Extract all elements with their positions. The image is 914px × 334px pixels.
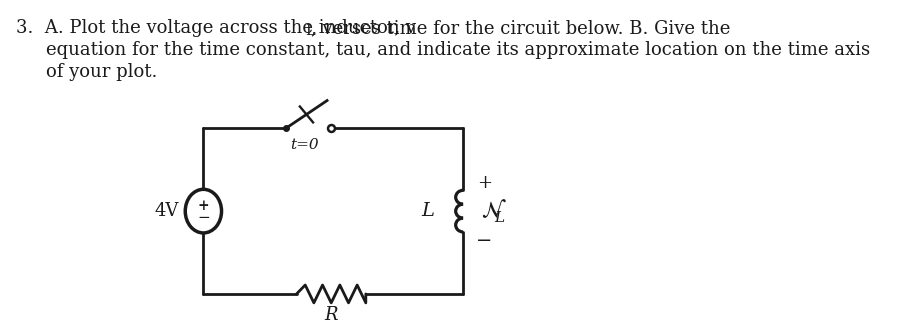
Text: −: −: [476, 232, 493, 250]
Text: +: +: [197, 199, 209, 213]
Text: , verses time for the circuit below. B. Give the: , verses time for the circuit below. B. …: [311, 19, 730, 37]
Text: $\mathcal{N}$: $\mathcal{N}$: [482, 200, 507, 222]
Text: R: R: [324, 306, 338, 324]
Text: L: L: [305, 24, 315, 38]
Text: of your plot.: of your plot.: [46, 63, 157, 81]
Text: −: −: [197, 211, 210, 225]
Text: equation for the time constant, tau, and indicate its approximate location on th: equation for the time constant, tau, and…: [46, 41, 870, 59]
Text: 4V: 4V: [154, 202, 178, 220]
Text: t=0: t=0: [290, 138, 319, 152]
Text: L: L: [421, 202, 434, 220]
Text: +: +: [477, 174, 492, 192]
Text: 3.  A. Plot the voltage across the inductor, v: 3. A. Plot the voltage across the induct…: [16, 19, 416, 37]
Text: L: L: [494, 211, 505, 225]
